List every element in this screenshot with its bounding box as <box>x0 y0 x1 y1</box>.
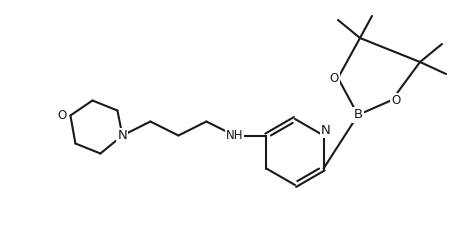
Text: B: B <box>354 109 363 122</box>
Text: NH: NH <box>226 129 243 142</box>
Text: O: O <box>329 72 338 84</box>
Text: O: O <box>58 109 67 122</box>
Text: N: N <box>118 129 127 142</box>
Text: O: O <box>392 93 401 106</box>
Text: N: N <box>321 124 331 137</box>
